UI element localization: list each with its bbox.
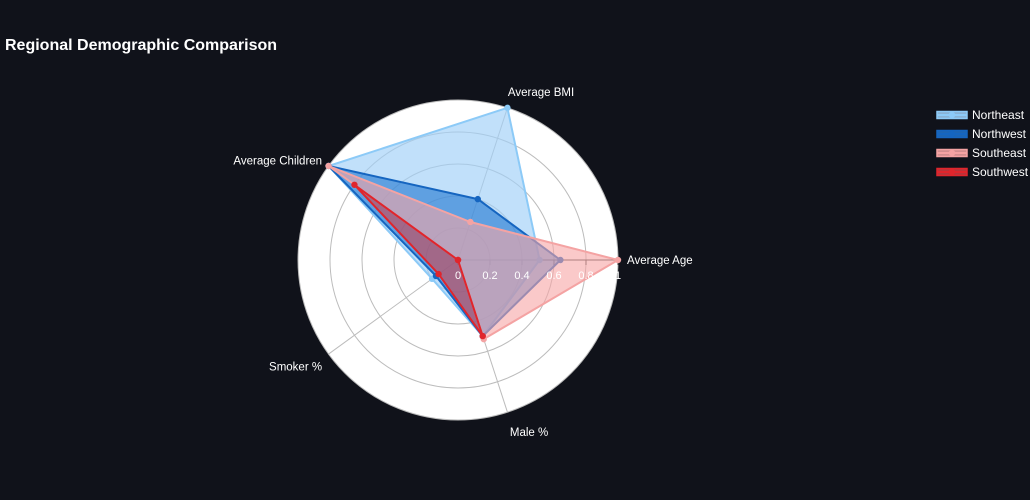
radial-tick-label: 0.4 bbox=[514, 270, 529, 282]
legend: Northeast Northwest Southeast Southwest bbox=[936, 108, 1029, 179]
data-point bbox=[435, 270, 442, 278]
legend-label: Northwest bbox=[972, 127, 1027, 141]
axis-label: Average BMI bbox=[508, 87, 574, 99]
data-point bbox=[479, 332, 486, 340]
legend-label: Southwest bbox=[972, 165, 1029, 179]
legend-item-northeast: Northeast bbox=[936, 108, 1025, 122]
chart-title: Regional Demographic Comparison bbox=[5, 37, 277, 54]
legend-label: Southeast bbox=[972, 146, 1027, 160]
series-southwest bbox=[351, 181, 486, 340]
data-point bbox=[325, 162, 332, 170]
legend-marker bbox=[948, 111, 956, 119]
data-point bbox=[467, 218, 474, 226]
data-point bbox=[454, 256, 462, 264]
axis-label: Average Age bbox=[627, 255, 693, 267]
legend-item-northwest: Northwest bbox=[936, 127, 1027, 141]
radial-tick-label: 1 bbox=[615, 270, 621, 282]
radar-plot-area: 0 0.2 0.4 0.6 0.8 1 Average Age Average BMI Aver… bbox=[233, 87, 692, 439]
legend-marker bbox=[948, 168, 956, 176]
legend-item-southeast: Southeast bbox=[936, 146, 1027, 160]
radial-tick-label: 0.6 bbox=[546, 270, 561, 282]
data-point bbox=[614, 256, 622, 264]
data-point bbox=[351, 181, 358, 188]
axis-label: Male % bbox=[510, 427, 548, 439]
legend-marker bbox=[948, 149, 956, 157]
legend-marker bbox=[948, 130, 956, 138]
radial-tick-label: 0 bbox=[455, 270, 461, 282]
data-point bbox=[504, 104, 511, 112]
data-point bbox=[474, 195, 481, 203]
radial-tick-label: 0.2 bbox=[482, 270, 497, 282]
legend-label: Northeast bbox=[972, 108, 1025, 122]
axis-label: Smoker % bbox=[269, 362, 322, 374]
legend-item-southwest: Southwest bbox=[936, 165, 1029, 179]
axis-label: Average Children bbox=[233, 155, 322, 167]
radial-tick-label: 0.8 bbox=[578, 270, 593, 282]
